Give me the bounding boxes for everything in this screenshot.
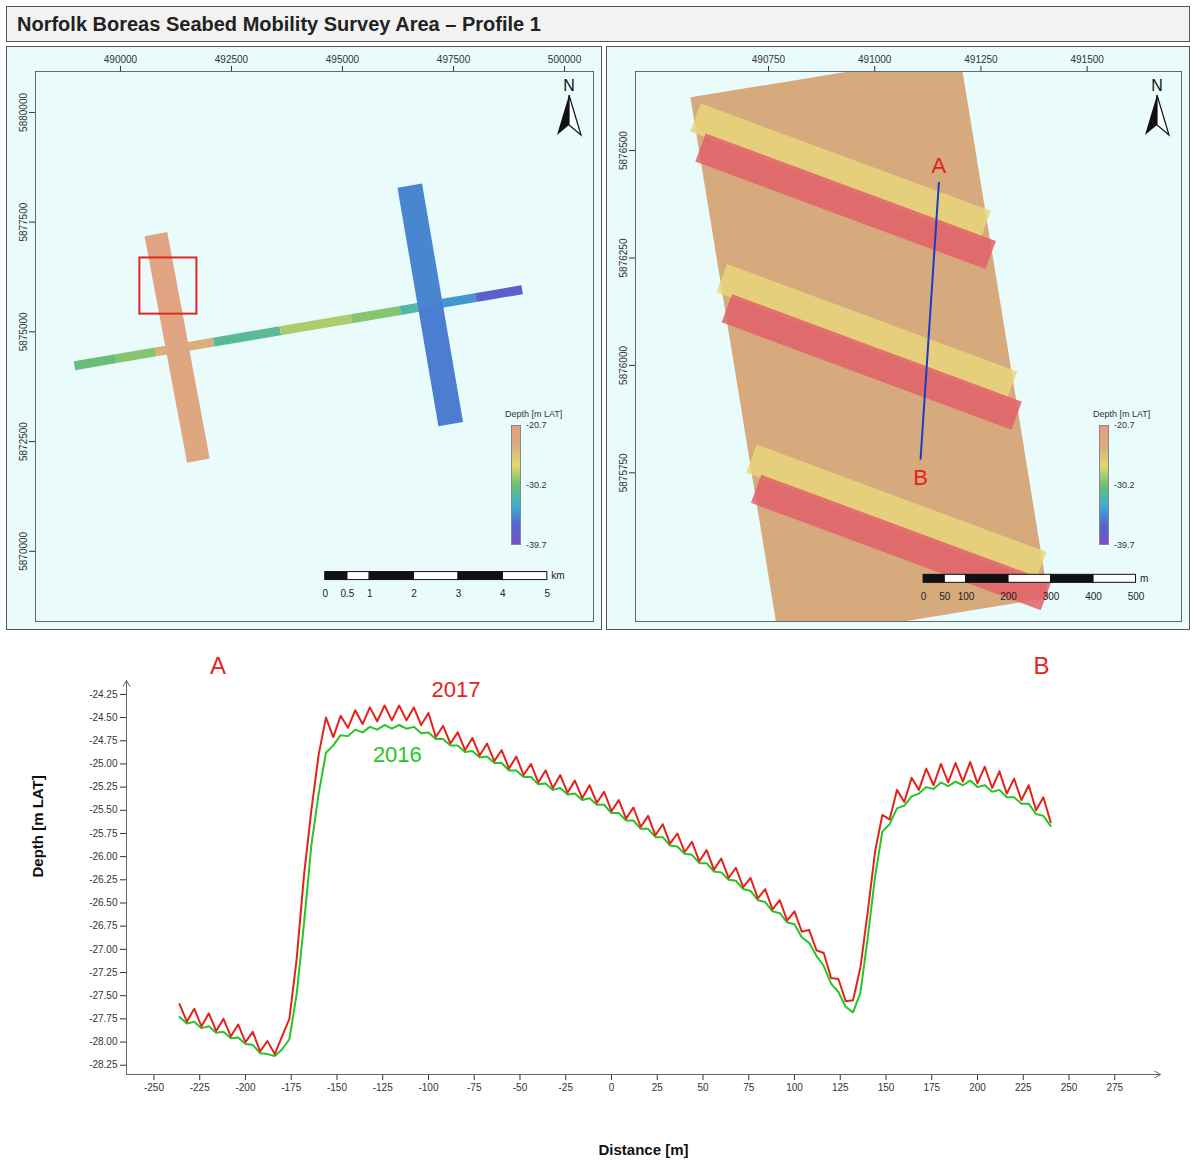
svg-text:490000: 490000: [104, 54, 138, 65]
svg-text:-26.50: -26.50: [89, 897, 118, 908]
svg-text:1: 1: [367, 588, 373, 599]
svg-text:N: N: [563, 77, 575, 94]
svg-text:Distance [m]: Distance [m]: [598, 1141, 688, 1158]
svg-text:0: 0: [609, 1082, 615, 1093]
svg-text:-27.25: -27.25: [89, 967, 118, 978]
svg-text:500: 500: [1128, 591, 1145, 602]
svg-text:5876000: 5876000: [618, 346, 629, 385]
svg-text:50: 50: [697, 1082, 709, 1093]
svg-text:-25.75: -25.75: [89, 828, 118, 839]
svg-text:-28.00: -28.00: [89, 1036, 118, 1047]
html-text:Depth [m LAT]: Depth [m LAT]: [1093, 409, 1151, 419]
svg-text:495000: 495000: [326, 54, 360, 65]
html-text:-30.2: -30.2: [1114, 480, 1135, 490]
svg-text:50: 50: [939, 591, 951, 602]
html-text:Depth [m LAT]: Depth [m LAT]: [505, 409, 563, 419]
svg-text:-225: -225: [190, 1082, 210, 1093]
svg-text:-100: -100: [418, 1082, 438, 1093]
svg-text:497500: 497500: [437, 54, 471, 65]
svg-text:N: N: [1151, 77, 1163, 94]
svg-text:225: 225: [1015, 1082, 1032, 1093]
svg-text:km: km: [551, 570, 564, 581]
svg-text:5876500: 5876500: [618, 131, 629, 170]
svg-text:A: A: [932, 153, 947, 178]
svg-text:490750: 490750: [752, 54, 786, 65]
svg-text:400: 400: [1085, 591, 1102, 602]
svg-text:m: m: [1140, 573, 1148, 584]
svg-text:-27.00: -27.00: [89, 944, 118, 955]
svg-text:-25.25: -25.25: [89, 781, 118, 792]
svg-text:491000: 491000: [858, 54, 892, 65]
svg-text:Depth [m LAT]: Depth [m LAT]: [29, 775, 46, 877]
svg-text:275: 275: [1106, 1082, 1123, 1093]
svg-text:-26.75: -26.75: [89, 920, 118, 931]
svg-text:300: 300: [1043, 591, 1060, 602]
svg-text:491250: 491250: [964, 54, 998, 65]
svg-text:2: 2: [411, 588, 417, 599]
svg-text:-28.25: -28.25: [89, 1059, 118, 1070]
svg-text:5: 5: [545, 588, 551, 599]
svg-text:-25.00: -25.00: [89, 758, 118, 769]
svg-text:-26.00: -26.00: [89, 851, 118, 862]
svg-text:2017: 2017: [431, 677, 480, 702]
svg-text:75: 75: [743, 1082, 755, 1093]
html-text:-30.2: -30.2: [526, 480, 547, 490]
svg-text:-250: -250: [144, 1082, 164, 1093]
svg-text:200: 200: [969, 1082, 986, 1093]
svg-text:0: 0: [921, 591, 927, 602]
svg-text:-75: -75: [467, 1082, 482, 1093]
html-text:-39.7: -39.7: [1114, 540, 1135, 550]
svg-text:150: 150: [878, 1082, 895, 1093]
svg-text:3: 3: [456, 588, 462, 599]
svg-text:4: 4: [500, 588, 506, 599]
svg-text:-25.50: -25.50: [89, 804, 118, 815]
svg-text:125: 125: [832, 1082, 849, 1093]
svg-text:5876250: 5876250: [618, 238, 629, 277]
svg-text:-125: -125: [373, 1082, 393, 1093]
svg-text:-175: -175: [281, 1082, 301, 1093]
svg-text:0: 0: [322, 588, 328, 599]
html-text:-20.7: -20.7: [1114, 420, 1135, 430]
svg-text:-27.75: -27.75: [89, 1013, 118, 1024]
svg-text:B: B: [1034, 652, 1050, 679]
svg-text:B: B: [913, 465, 928, 490]
svg-text:250: 250: [1061, 1082, 1078, 1093]
html-text:-20.7: -20.7: [526, 420, 547, 430]
svg-text:5870000: 5870000: [18, 531, 29, 570]
svg-text:491500: 491500: [1070, 54, 1104, 65]
svg-text:100: 100: [786, 1082, 803, 1093]
html-text:-39.7: -39.7: [526, 540, 547, 550]
svg-text:0.5: 0.5: [341, 588, 355, 599]
svg-text:100: 100: [958, 591, 975, 602]
svg-text:5875000: 5875000: [18, 312, 29, 351]
svg-text:5880000: 5880000: [18, 93, 29, 132]
svg-text:-24.75: -24.75: [89, 735, 118, 746]
svg-text:-150: -150: [327, 1082, 347, 1093]
svg-text:-200: -200: [235, 1082, 255, 1093]
svg-text:5875750: 5875750: [618, 453, 629, 492]
svg-text:200: 200: [1000, 591, 1017, 602]
svg-text:175: 175: [923, 1082, 940, 1093]
svg-text:-26.25: -26.25: [89, 874, 118, 885]
svg-text:-24.25: -24.25: [89, 689, 118, 700]
svg-text:5877500: 5877500: [18, 202, 29, 241]
svg-text:25: 25: [652, 1082, 664, 1093]
svg-text:-27.50: -27.50: [89, 990, 118, 1001]
svg-text:500000: 500000: [548, 54, 582, 65]
svg-text:2016: 2016: [373, 742, 422, 767]
svg-text:492500: 492500: [215, 54, 249, 65]
html-text:Norfolk Boreas Seabed Mobility: Norfolk Boreas Seabed Mobility Survey Ar…: [17, 13, 541, 35]
svg-text:-50: -50: [513, 1082, 528, 1093]
svg-text:5872500: 5872500: [18, 422, 29, 461]
svg-text:A: A: [210, 652, 226, 679]
svg-text:-25: -25: [558, 1082, 573, 1093]
svg-text:-24.50: -24.50: [89, 712, 118, 723]
